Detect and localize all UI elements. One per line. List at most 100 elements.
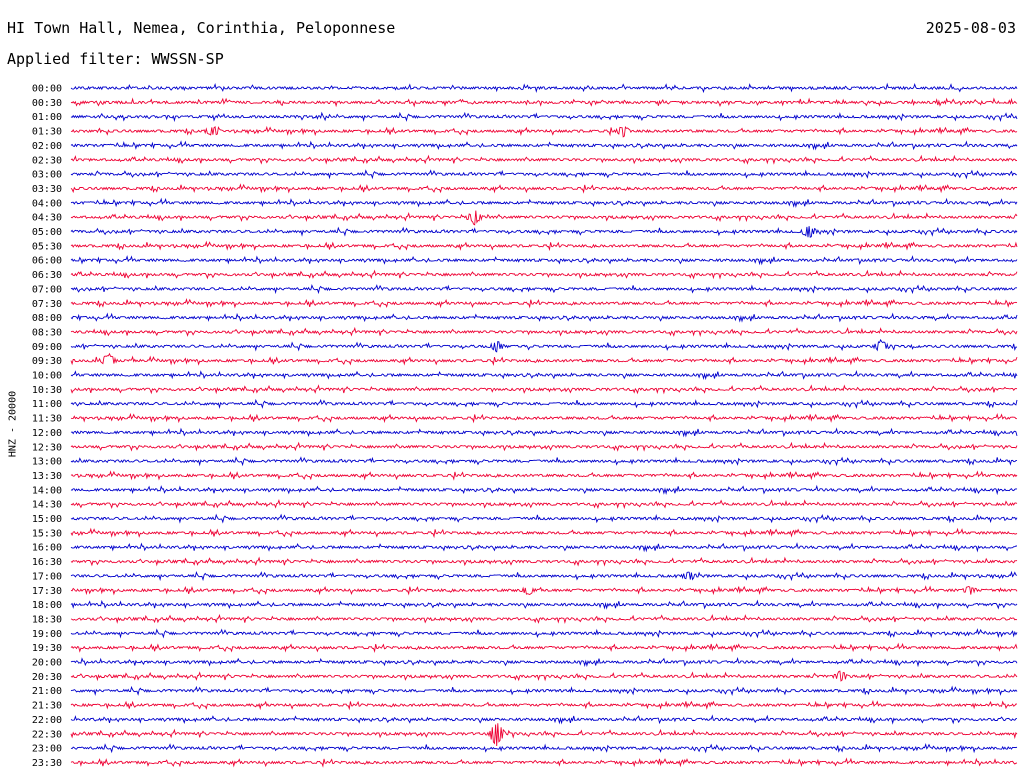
time-tick-label: 14:30	[32, 500, 62, 511]
seismic-trace	[70, 183, 1018, 194]
seismic-trace	[70, 441, 1018, 452]
seismic-trace	[70, 210, 1018, 226]
time-tick-label: 00:30	[32, 98, 62, 109]
time-tick-label: 09:00	[32, 342, 62, 353]
seismic-trace	[70, 427, 1018, 438]
time-tick-label: 18:30	[32, 614, 62, 625]
seismic-trace	[70, 352, 1018, 366]
time-tick-label: 16:00	[32, 543, 62, 554]
time-tick-label: 05:30	[32, 241, 62, 252]
seismic-trace	[70, 240, 1018, 252]
station-title: HI Town Hall, Nemea, Corinthia, Peloponn…	[7, 19, 396, 37]
time-tick-label: 07:00	[32, 284, 62, 295]
seismic-trace	[70, 513, 1018, 524]
seismic-trace	[70, 197, 1018, 208]
seismic-trace	[70, 656, 1018, 668]
seismic-trace	[70, 613, 1018, 624]
time-tick-label: 21:30	[32, 701, 62, 712]
time-tick-label: 19:00	[32, 629, 62, 640]
time-tick-label: 22:30	[32, 729, 62, 740]
time-tick-label: 02:00	[32, 141, 62, 152]
time-tick-label: 13:30	[32, 471, 62, 482]
seismic-trace	[70, 699, 1018, 711]
time-tick-label: 23:00	[32, 744, 62, 755]
plot-date: 2025-08-03	[925, 19, 1016, 37]
time-tick-label: 00:00	[32, 84, 62, 95]
time-tick-label: 01:30	[32, 127, 62, 138]
seismic-trace	[70, 628, 1018, 639]
seismic-trace	[70, 723, 1018, 747]
seismic-trace	[70, 255, 1018, 266]
time-tick-label: 08:00	[32, 313, 62, 324]
time-tick-label: 11:30	[32, 414, 62, 425]
seismic-trace	[70, 757, 1018, 768]
seismic-trace	[70, 470, 1018, 481]
time-tick-label: 05:00	[32, 227, 62, 238]
time-tick-label: 20:00	[32, 658, 62, 669]
seismic-trace	[70, 169, 1018, 180]
seismic-trace	[70, 484, 1018, 496]
time-tick-label: 22:00	[32, 715, 62, 726]
time-tick-label: 03:00	[32, 170, 62, 181]
time-tick-label: 04:00	[32, 198, 62, 209]
seismic-trace	[70, 111, 1018, 123]
seismic-trace	[70, 670, 1018, 682]
seismic-trace	[70, 140, 1018, 151]
time-tick-label: 20:30	[32, 672, 62, 683]
time-tick-label: 06:00	[32, 256, 62, 267]
seismic-trace	[70, 527, 1018, 539]
seismic-trace	[70, 456, 1018, 467]
seismic-trace	[70, 499, 1018, 510]
filter-label: Applied filter: WWSSN-SP	[7, 50, 224, 68]
seismic-trace	[70, 97, 1018, 108]
seismic-trace	[70, 714, 1018, 725]
seismic-trace	[70, 742, 1018, 754]
time-tick-label: 08:30	[32, 327, 62, 338]
time-tick-label: 13:00	[32, 457, 62, 468]
seismic-trace	[70, 284, 1018, 295]
time-tick-label: 07:30	[32, 299, 62, 310]
seismic-trace	[70, 384, 1018, 395]
seismic-trace	[70, 585, 1018, 596]
time-tick-label: 11:00	[32, 399, 62, 410]
seismic-trace	[70, 269, 1018, 280]
time-tick-label: 18:00	[32, 600, 62, 611]
time-tick-label: 19:30	[32, 643, 62, 654]
seismic-trace	[70, 412, 1018, 424]
time-tick-label: 12:00	[32, 428, 62, 439]
time-tick-label: 06:30	[32, 270, 62, 281]
seismic-trace	[70, 369, 1018, 381]
seismic-trace	[70, 685, 1018, 696]
time-tick-label: 16:30	[32, 557, 62, 568]
seismic-trace	[70, 82, 1018, 94]
seismic-trace	[70, 642, 1018, 653]
seismic-trace	[70, 556, 1018, 567]
time-tick-label: 02:30	[32, 155, 62, 166]
time-tick-label: 15:30	[32, 528, 62, 539]
time-tick-label: 14:00	[32, 485, 62, 496]
seismic-trace	[70, 226, 1018, 238]
time-tick-label: 01:00	[32, 112, 62, 123]
time-tick-label: 12:30	[32, 442, 62, 453]
seismic-trace	[70, 398, 1018, 409]
seismic-trace	[70, 154, 1018, 165]
time-tick-label: 15:00	[32, 514, 62, 525]
time-tick-label: 21:00	[32, 686, 62, 697]
time-tick-label: 23:30	[32, 758, 62, 769]
seismic-trace	[70, 125, 1018, 138]
time-tick-label: 10:00	[32, 371, 62, 382]
seismic-trace	[70, 298, 1018, 309]
time-tick-label: 10:30	[32, 385, 62, 396]
seismic-trace	[70, 599, 1018, 610]
seismic-trace	[70, 326, 1018, 337]
time-tick-label: 03:30	[32, 184, 62, 195]
seismic-trace	[70, 570, 1018, 582]
time-tick-label: 09:30	[32, 356, 62, 367]
seismic-trace	[70, 338, 1018, 353]
seismic-trace	[70, 542, 1017, 553]
time-tick-label: 04:30	[32, 213, 62, 224]
time-tick-label: 17:00	[32, 571, 62, 582]
time-tick-label: 17:30	[32, 586, 62, 597]
seismic-trace	[70, 312, 1018, 323]
